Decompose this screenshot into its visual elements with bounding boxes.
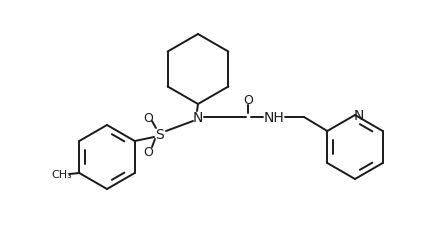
Text: N: N <box>354 109 364 122</box>
Text: CH₃: CH₃ <box>51 169 71 179</box>
Text: O: O <box>143 145 153 158</box>
Text: NH: NH <box>264 111 284 124</box>
Text: S: S <box>156 127 164 141</box>
Text: O: O <box>243 93 253 106</box>
Text: O: O <box>143 111 153 124</box>
Text: N: N <box>193 111 203 124</box>
